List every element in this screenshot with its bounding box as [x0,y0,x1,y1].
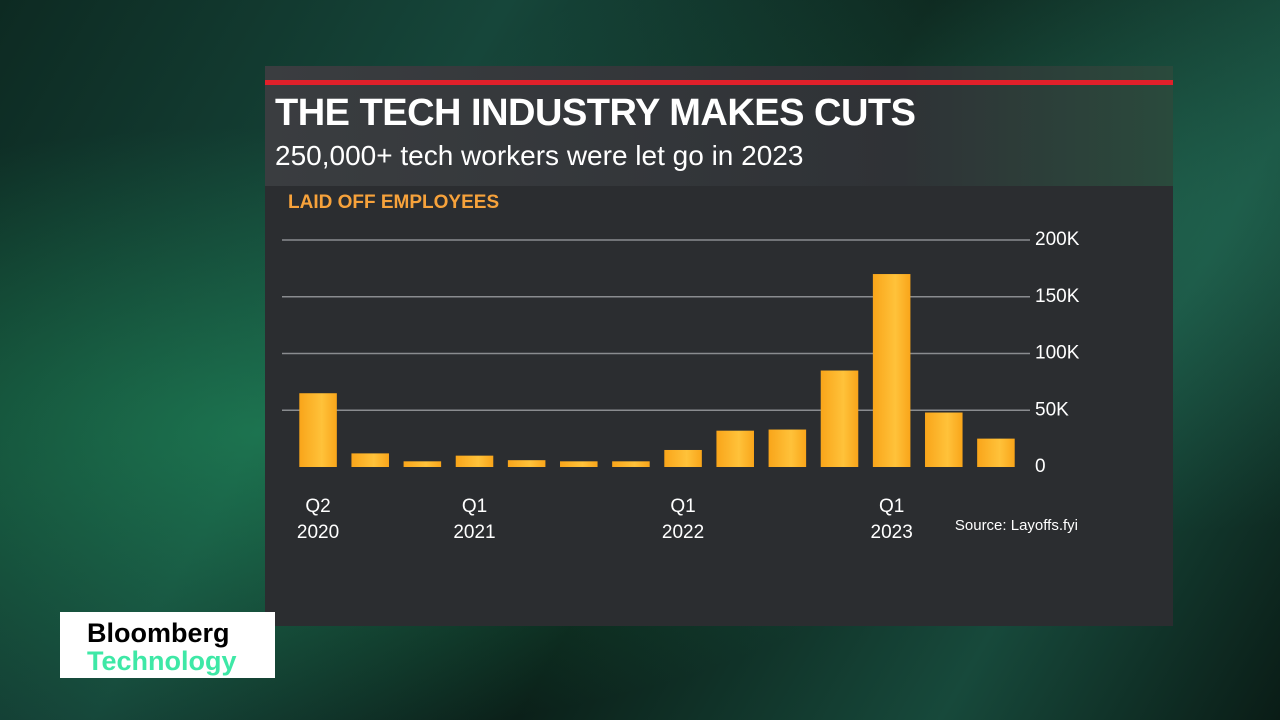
bar [716,430,754,467]
x-tick-label: Q1 2022 [661,496,705,543]
chart-panel: THE TECH INDUSTRY MAKES CUTS 250,000+ te… [265,66,1173,626]
chart-title: THE TECH INDUSTRY MAKES CUTS [275,92,916,134]
brand-show: Technology [87,646,237,676]
bar [351,453,389,467]
y-axis-label: LAID OFF EMPLOYEES [288,192,499,213]
y-tick-label: 150K [1035,286,1080,307]
bar [925,412,963,467]
chart-subtitle: 250,000+ tech workers were let go in 202… [275,140,804,171]
bar [560,461,598,467]
x-tick-label: Q1 2021 [453,496,496,543]
bar [507,460,546,467]
x-tick-label: Q1 2023 [870,496,913,543]
bar [403,461,442,467]
x-tick-label: Q2 2020 [296,496,340,543]
bar [768,429,807,467]
y-tick-label: 50K [1035,399,1069,420]
y-tick-label: 200K [1035,229,1080,250]
y-tick-label: 0 [1035,456,1046,477]
bar [612,461,650,467]
bar [299,393,337,467]
bar [977,438,1015,467]
brand-logo: Bloomberg Technology [60,612,275,678]
y-tick-label: 100K [1035,343,1080,364]
brand-name: Bloomberg [87,618,230,648]
bar [664,449,702,467]
title-bar [265,66,1173,186]
bar [820,370,859,467]
accent-line [265,80,1173,85]
bar [872,274,911,467]
source: Source: Layoffs.fyi [955,517,1078,534]
bar [455,455,494,467]
